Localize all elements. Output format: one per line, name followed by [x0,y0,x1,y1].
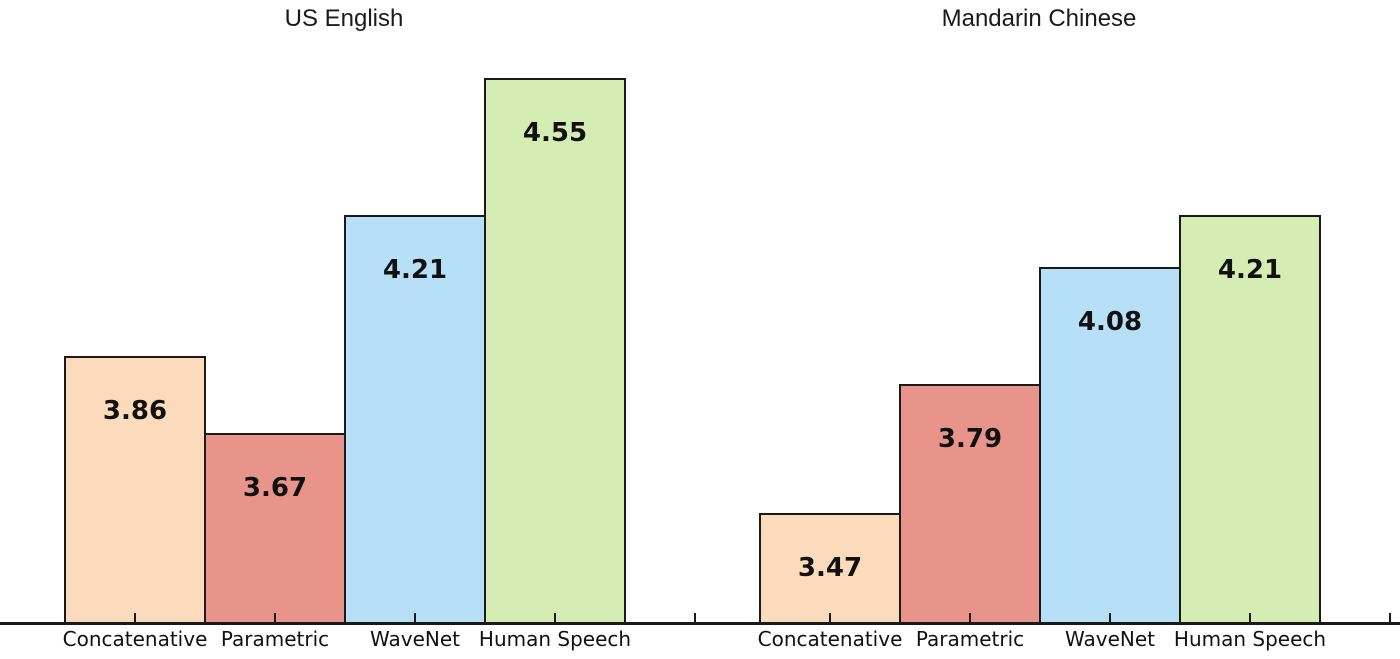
chart-panel-mandarin-chinese: Mandarin Chinese 3.47 Concatenative 3.79 Pa… [700,0,1400,659]
bar-wavenet [1039,267,1181,624]
chart-title: Mandarin Chinese [941,5,1137,32]
x-tick-label-human-speech: Human Speech [1173,627,1327,651]
x-tick-label-parametric: Parametric [915,627,1025,651]
x-axis-tick [829,613,831,622]
x-tick-label-wavenet: WaveNet [370,627,460,651]
bar-concatenative [759,513,901,624]
bar-parametric [204,433,346,624]
x-axis-tick [694,613,696,622]
x-axis-tick [1249,613,1251,622]
bar-value-label: 4.21 [382,255,448,285]
x-axis-tick [414,613,416,622]
bar-value-label: 4.21 [1217,255,1283,285]
x-axis-tick [969,613,971,622]
bar-value-label: 4.08 [1077,307,1143,337]
x-axis-tick [274,613,276,622]
bar-human-speech [1179,215,1321,624]
chart-title: US English [284,5,404,32]
chart-panel-us-english: US English 3.86 Concatenative 3.67 Parametr… [0,5,700,651]
bar-value-label: 4.55 [522,118,588,148]
bar-human-speech [484,78,626,624]
x-axis-tick [1389,613,1391,622]
x-axis-tick [554,613,556,622]
x-axis-tick [134,613,136,622]
x-tick-label-wavenet: WaveNet [1065,627,1155,651]
bar-wavenet [344,215,486,624]
bar-value-label: 3.47 [797,553,863,583]
bar-parametric [899,384,1041,624]
x-tick-label-human-speech: Human Speech [478,627,632,651]
x-axis-tick [1109,613,1111,622]
bar-value-label: 3.86 [102,396,168,426]
x-tick-label-concatenative: Concatenative [62,627,208,651]
x-tick-label-parametric: Parametric [220,627,330,651]
x-tick-label-concatenative: Concatenative [757,627,903,651]
bar-value-label: 3.67 [242,473,308,503]
bar-concatenative [64,356,206,624]
bar-value-label: 3.79 [937,424,1003,454]
